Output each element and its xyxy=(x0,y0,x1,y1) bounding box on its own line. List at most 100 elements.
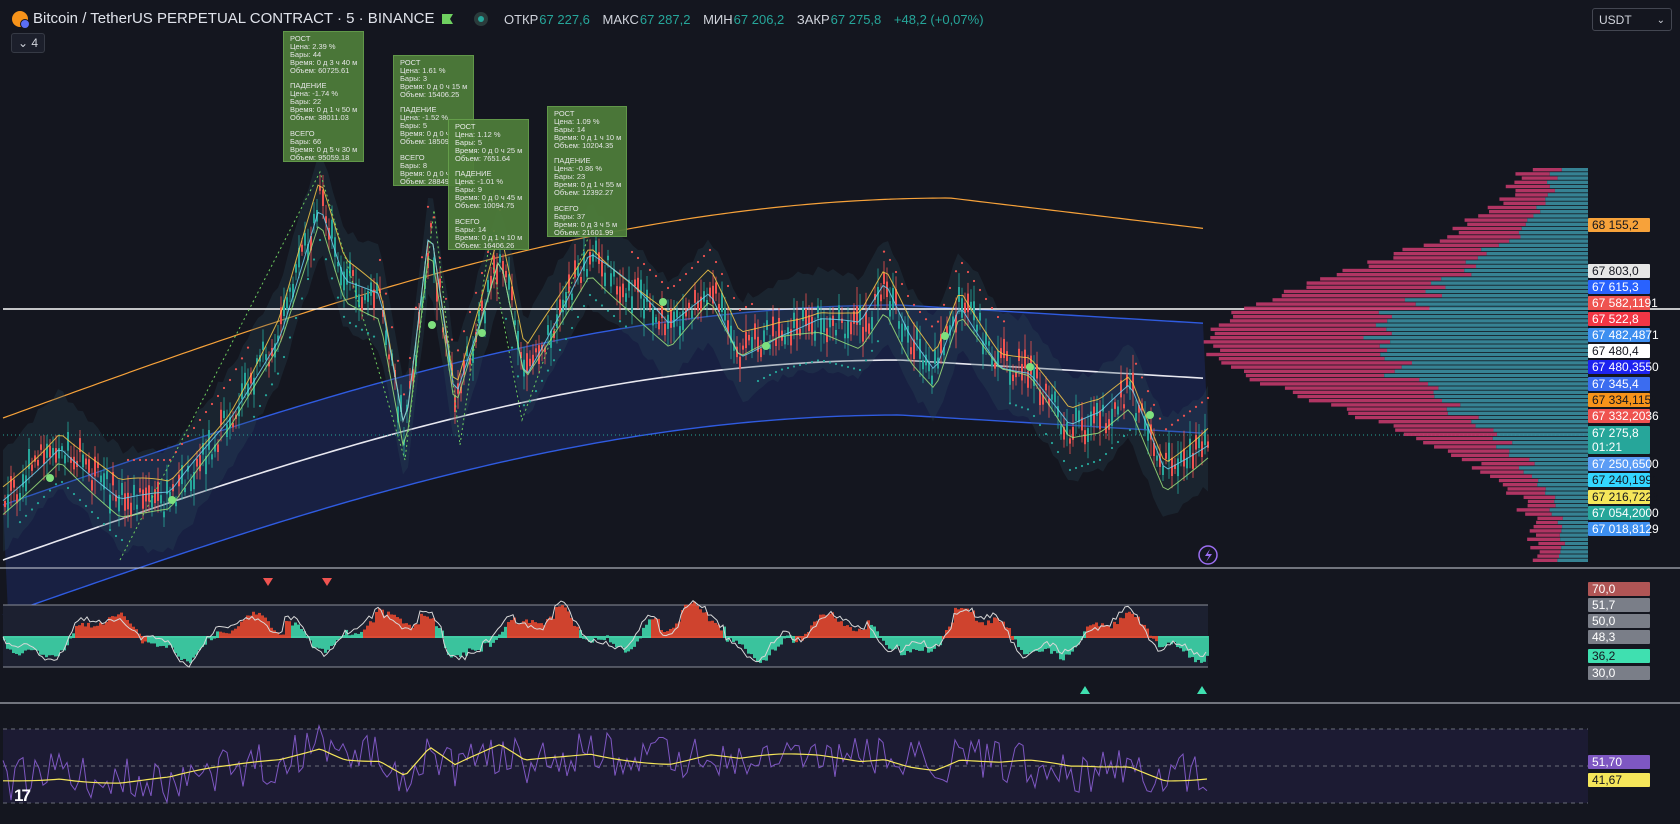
parabolic-sar-dot xyxy=(828,361,832,364)
oscillator-histogram-bar xyxy=(1191,636,1194,658)
oscillator-histogram-bar xyxy=(474,636,477,651)
oscillator-histogram-bar xyxy=(540,623,543,638)
parabolic-sar-dot xyxy=(882,250,886,253)
candle-body xyxy=(160,495,162,504)
candle-body xyxy=(895,289,897,306)
parabolic-sar-dot xyxy=(894,270,898,274)
parabolic-sar-dot xyxy=(810,360,814,364)
oscillator-histogram-bar xyxy=(444,636,447,649)
currency-select[interactable]: USDT ⌄ xyxy=(1592,8,1672,31)
oscillator-histogram-bar xyxy=(303,631,306,638)
volume-profile-buy-bar xyxy=(1441,294,1588,298)
candle-body xyxy=(196,458,198,467)
oscillator-histogram-bar xyxy=(522,621,525,638)
candle-body xyxy=(865,312,867,332)
candle-body xyxy=(301,244,303,252)
parabolic-sar-dot xyxy=(684,272,688,276)
bitcoin-logo-icon xyxy=(12,11,30,29)
oscillator-histogram-bar xyxy=(957,609,960,638)
oscillator-histogram-bar xyxy=(480,636,483,652)
tooltip-line: ПАДЕНИЕ xyxy=(290,81,327,91)
volume-profile-sell-bar xyxy=(1342,268,1465,273)
candle-body xyxy=(835,329,837,336)
oscillator-histogram-bar xyxy=(1074,636,1077,648)
oscillator-histogram-bar xyxy=(675,623,678,638)
oscillator-histogram-bar xyxy=(900,636,903,656)
parabolic-sar-dot xyxy=(354,325,358,328)
symbol-title[interactable]: Bitcoin / TetherUS PERPETUAL CONTRACT · … xyxy=(33,10,435,27)
volume-profile-buy-bar xyxy=(1391,315,1588,319)
parabolic-sar-dot xyxy=(48,489,52,492)
candle-body xyxy=(127,492,129,510)
candle-body xyxy=(721,292,723,313)
oscillator-histogram-bar xyxy=(75,626,78,638)
candle-body xyxy=(955,314,957,333)
volume-profile-buy-bar xyxy=(1555,504,1588,508)
volume-profile-buy-bar xyxy=(1547,193,1588,197)
volume-profile-sell-bar xyxy=(1489,210,1541,214)
oscillator-histogram-bar xyxy=(456,636,459,656)
oscillator-histogram-bar xyxy=(114,616,117,638)
oscillator-histogram-bar xyxy=(645,624,648,638)
tradingview-logo-icon[interactable]: 17 xyxy=(14,786,31,805)
volume-profile-sell-bar xyxy=(1402,247,1482,252)
parabolic-sar-dot xyxy=(390,326,394,329)
oscillator-histogram-bar xyxy=(531,620,534,638)
tooltip-line: Цена: -1.52 % xyxy=(400,113,449,123)
candle-body xyxy=(514,320,516,326)
parabolic-sar-dot xyxy=(1098,458,1102,462)
candle-body xyxy=(1072,426,1074,440)
volume-profile-buy-bar xyxy=(1438,386,1588,390)
oscillator-histogram-bar xyxy=(483,636,486,644)
candle-body xyxy=(337,262,339,267)
parabolic-sar-dot xyxy=(276,372,280,375)
oscillator-histogram-bar xyxy=(3,636,6,641)
candle-body xyxy=(676,309,678,318)
oscillator-histogram-bar xyxy=(1149,635,1152,638)
candle-body xyxy=(274,343,276,358)
candle-body xyxy=(364,294,366,301)
candle-body xyxy=(1042,395,1044,405)
oscillator-histogram-bar xyxy=(423,615,426,638)
tooltip-line: ВСЕГО xyxy=(455,216,480,226)
oscillator-histogram-bar xyxy=(312,636,315,649)
oscillator-histogram-bar xyxy=(612,636,615,644)
parabolic-sar-dot xyxy=(1032,414,1036,418)
tooltip-line: Бары: 22 xyxy=(290,97,322,107)
candle-body xyxy=(358,294,360,308)
volume-profile-sell-bar xyxy=(1393,252,1487,256)
candle-body xyxy=(571,293,573,300)
candle-body xyxy=(979,312,981,321)
flag-icon[interactable] xyxy=(441,13,454,25)
oscillator-histogram-bar xyxy=(507,622,510,638)
oscillator-histogram-bar xyxy=(729,636,732,639)
candle-body xyxy=(613,269,615,277)
candle-body xyxy=(331,219,333,239)
volume-profile-buy-bar xyxy=(1520,235,1588,239)
parabolic-sar-dot xyxy=(372,335,376,338)
oscillator-histogram-bar xyxy=(984,625,987,638)
badge-value: 51,7 xyxy=(1592,598,1616,612)
badge-value: 67 275,8 xyxy=(1592,426,1639,440)
candle-body xyxy=(214,444,216,452)
oscillator-histogram-bar xyxy=(183,636,186,659)
tooltip-line: ВСЕГО xyxy=(400,152,425,162)
parabolic-sar-dot xyxy=(408,356,412,360)
market-status-icon[interactable] xyxy=(474,12,488,26)
parabolic-sar-dot xyxy=(1182,414,1186,417)
alert-lightning-icon xyxy=(1198,545,1218,565)
indicators-toggle-button[interactable]: ⌄ 4 xyxy=(11,33,46,53)
parabolic-sar-dot xyxy=(834,362,838,366)
candle-body xyxy=(625,293,627,302)
candle-body xyxy=(505,270,507,278)
oscillator-histogram-bar xyxy=(1035,636,1038,652)
candle-body xyxy=(46,443,48,458)
parabolic-sar-dot xyxy=(1038,423,1042,427)
candle-body xyxy=(109,494,111,514)
candle-body xyxy=(262,341,264,350)
envelope-band-area xyxy=(3,305,1208,614)
volume-profile-sell-bar xyxy=(1308,399,1442,403)
candle-body xyxy=(889,301,891,317)
candle-body xyxy=(901,323,903,342)
